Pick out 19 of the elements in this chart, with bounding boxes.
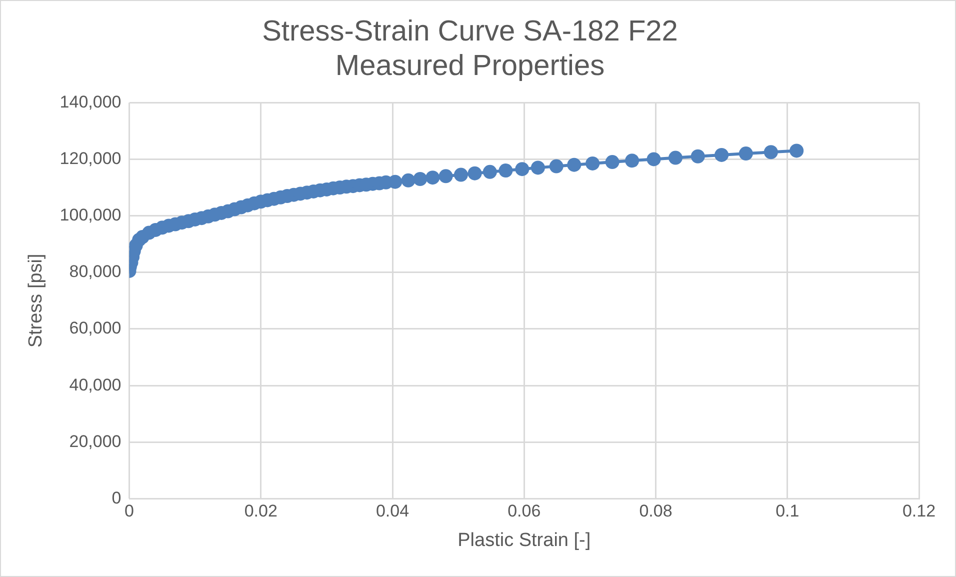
- x-tick-label: 0.12: [902, 502, 936, 521]
- y-tick-label: 140,000: [60, 92, 122, 112]
- x-tick-label: 0.08: [639, 502, 672, 521]
- x-tick-label: 0.04: [376, 502, 410, 521]
- x-tick-label: 0: [124, 502, 134, 521]
- y-axis-title: Stress [psi]: [26, 254, 47, 348]
- x-tick-label: 0.1: [776, 502, 800, 521]
- y-tick-label: 0: [112, 488, 122, 508]
- y-tick-label: 40,000: [69, 375, 122, 394]
- x-tick-label: 0.02: [244, 502, 278, 521]
- y-tick-label: 100,000: [60, 205, 122, 224]
- y-tick-label: 120,000: [60, 148, 122, 168]
- y-tick-label: 60,000: [69, 318, 122, 338]
- x-axis-title: Plastic Strain [-]: [458, 530, 591, 551]
- y-tick-label: 20,000: [69, 432, 122, 451]
- chart-subtitle: Measured Properties: [335, 50, 605, 82]
- x-tick-label: 0.06: [508, 502, 541, 521]
- chart-title: Stress-Strain Curve SA-182 F22: [262, 15, 678, 48]
- y-tick-label: 80,000: [69, 262, 122, 282]
